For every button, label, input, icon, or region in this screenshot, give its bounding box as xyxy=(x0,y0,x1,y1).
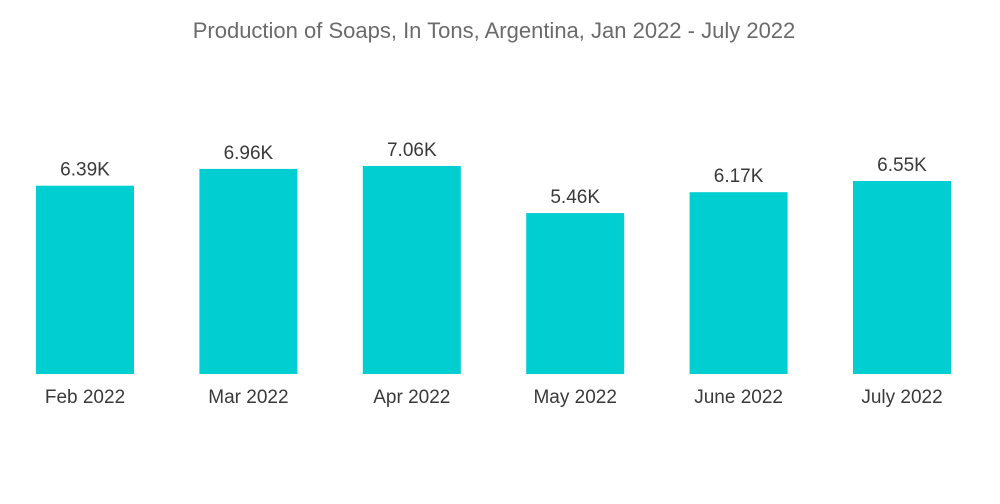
data-label: 5.46K xyxy=(550,187,600,208)
bar-feb-2022 xyxy=(36,185,134,374)
data-label: 6.55K xyxy=(877,155,927,176)
bar-may-2022 xyxy=(526,213,625,374)
x-tick-label: May 2022 xyxy=(533,387,616,408)
data-label: 7.06K xyxy=(387,140,437,161)
x-tick-label: Mar 2022 xyxy=(208,387,288,408)
x-tick-label: June 2022 xyxy=(694,387,783,408)
bar-june-2022 xyxy=(689,192,788,374)
data-label: 6.39K xyxy=(60,160,110,181)
bar-apr-2022 xyxy=(362,166,461,374)
chart-title: Production of Soaps, In Tons, Argentina,… xyxy=(193,18,796,43)
data-label-group: 6.39K 6.96K 7.06K 5.46K 6.17K 6.55K xyxy=(60,140,927,208)
x-tick-label: July 2022 xyxy=(861,387,942,408)
bar-mar-2022 xyxy=(199,168,298,374)
x-axis-tick-group: Feb 2022 Mar 2022 Apr 2022 May 2022 June 202… xyxy=(45,387,943,408)
bar-group xyxy=(36,166,951,374)
x-tick-label: Apr 2022 xyxy=(373,387,450,408)
data-label: 6.96K xyxy=(224,143,274,164)
bar-july-2022 xyxy=(853,181,951,374)
data-label: 6.17K xyxy=(714,166,764,187)
x-tick-label: Feb 2022 xyxy=(45,387,125,408)
